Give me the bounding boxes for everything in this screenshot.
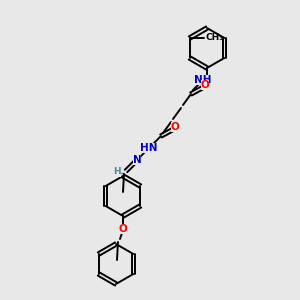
Text: O: O xyxy=(201,80,209,90)
Text: N: N xyxy=(133,155,141,165)
Text: CH₃: CH₃ xyxy=(206,34,224,43)
Text: O: O xyxy=(118,224,127,234)
Text: NH: NH xyxy=(194,75,212,85)
Text: HN: HN xyxy=(140,143,158,153)
Text: O: O xyxy=(171,122,179,132)
Text: H: H xyxy=(113,167,121,176)
